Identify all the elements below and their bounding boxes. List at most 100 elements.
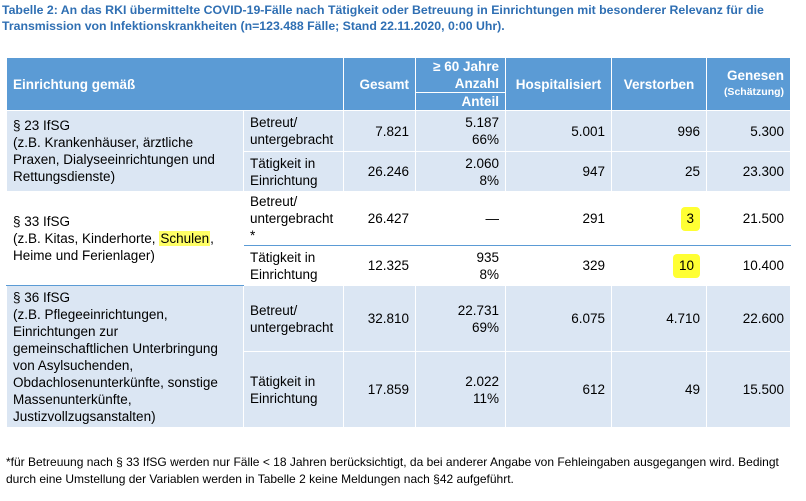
type-line: Tätigkeit in <box>250 249 316 265</box>
category-desc-line: Justizvollzugsanstalten) <box>13 408 156 424</box>
table-row: Tätigkeit in Einrichtung 12.325 935 8% 3… <box>7 245 792 286</box>
category-title: § 23 IfSG <box>13 118 71 133</box>
type-cell: Betreut/ untergebracht * <box>242 191 345 246</box>
type-line: Betreut/ <box>250 302 298 318</box>
verstorben-cell: 4.710 <box>611 285 708 352</box>
hospitalisiert-cell: 329 <box>505 245 613 286</box>
ab60-cell: 2.060 8% <box>415 151 507 192</box>
table-row: § 33 IfSG (z.B. Kitas, Kinderhorte, Schu… <box>6 191 792 286</box>
category-title: § 36 IfSG <box>13 289 71 305</box>
category-cell-33: § 33 IfSG (z.B. Kitas, Kinderhorte, Schu… <box>6 191 244 286</box>
type-cell: Betreut/ untergebracht <box>242 285 345 352</box>
header-genesen: Genesen (Schätzung) <box>706 57 792 111</box>
header-einrichtung: Einrichtung gemäß <box>5 57 345 111</box>
ab60-anteil: 66% <box>471 132 500 147</box>
type-line: untergebracht <box>250 211 334 226</box>
ab60-anteil: 69% <box>471 319 500 335</box>
ab60-anteil: 8% <box>479 172 500 188</box>
footnote-line-1: *für Betreuung nach § 33 IfSG werden nur… <box>6 455 779 469</box>
type-line: untergebracht <box>250 132 334 147</box>
ab60-cell: — <box>415 191 507 246</box>
table-row: § 23 IfSG (z.B. Krankenhäuser, ärztliche… <box>6 110 792 192</box>
gesamt-cell: 32.810 <box>343 285 417 352</box>
footnote: *für Betreuung nach § 33 IfSG werden nur… <box>6 454 806 488</box>
header-row-1: Einrichtung gemäß Gesamt ≥ 60 Jahre Anza… <box>5 57 792 111</box>
category-cell-23: § 23 IfSG (z.B. Krankenhäuser, ärztliche… <box>6 110 244 192</box>
type-cell: Betreut/ untergebracht <box>242 110 345 152</box>
category-desc-line: (z.B. Pflegeeinrichtungen, <box>13 306 168 322</box>
type-line: Betreut/ <box>250 115 298 130</box>
covid-cases-table: Einrichtung gemäß Gesamt ≥ 60 Jahre Anza… <box>5 57 792 428</box>
table-caption: Tabelle 2: An das RKI übermittelte COVID… <box>2 2 802 34</box>
table-row: Tätigkeit in Einrichtung 26.246 2.060 8%… <box>7 151 792 192</box>
verstorben-cell: 996 <box>611 110 708 152</box>
category-desc-line: gemeinschaftlichen Unterbringung <box>13 340 218 356</box>
type-line: * <box>250 228 256 243</box>
category-title: § 33 IfSG <box>13 214 71 229</box>
table-row: § 36 IfSG (z.B. Pflegeeinrichtungen, Ein… <box>6 285 792 428</box>
genesen-cell: 21.500 <box>706 191 792 246</box>
hospitalisiert-cell: 612 <box>505 351 613 428</box>
ab60-cell: 2.022 11% <box>415 351 507 428</box>
header-ab60-anzahl: Anzahl <box>454 76 500 91</box>
gesamt-cell: 17.859 <box>343 351 417 428</box>
category-desc-line: Heime und Ferienlager) <box>13 248 155 263</box>
ab60-cell: 935 8% <box>415 245 507 286</box>
hospitalisiert-cell: 5.001 <box>505 110 613 152</box>
table-row: Tätigkeit in Einrichtung 17.859 2.022 11… <box>7 351 792 428</box>
header-genesen-label: Genesen <box>726 68 785 83</box>
genesen-cell: 5.300 <box>706 110 792 152</box>
ab60-anteil: 11% <box>472 390 500 406</box>
category-desc-text: , <box>210 231 214 246</box>
category-desc-line: Einrichtungen zur <box>13 323 119 339</box>
header-ab60: ≥ 60 Jahre Anzahl <box>415 57 507 93</box>
gesamt-cell: 7.821 <box>343 110 417 152</box>
genesen-cell: 15.500 <box>706 351 792 428</box>
hospitalisiert-cell: 947 <box>505 151 613 192</box>
highlight-schulen: Schulen <box>159 231 211 246</box>
type-line: Einrichtung <box>250 390 318 406</box>
type-line: Einrichtung <box>250 266 318 282</box>
gesamt-cell: 12.325 <box>343 245 417 286</box>
ab60-anzahl: — <box>485 211 500 226</box>
ab60-anzahl: 5.187 <box>465 115 500 130</box>
ab60-anteil: 8% <box>479 266 500 282</box>
type-cell: Tätigkeit in Einrichtung <box>242 351 345 428</box>
caption-line-1: Tabelle 2: An das RKI übermittelte COVID… <box>2 3 764 17</box>
category-desc-line: Praxen, Dialyseeinrichtungen und <box>13 152 215 167</box>
highlight-verstorben: 3 <box>680 206 701 231</box>
category-desc-line: (z.B. Krankenhäuser, ärztliche <box>13 135 194 150</box>
highlight-verstorben: 10 <box>672 253 701 278</box>
category-desc-line: von Asylsuchenden, <box>13 357 134 373</box>
header-ab60-anteil: Anteil <box>415 92 507 111</box>
header-gesamt: Gesamt <box>343 57 417 111</box>
hospitalisiert-cell: 6.075 <box>505 285 613 352</box>
header-verstorben: Verstorben <box>611 57 708 111</box>
category-desc-line: (z.B. Kitas, Kinderhorte, Schulen, <box>13 230 237 247</box>
verstorben-cell: 49 <box>611 351 708 428</box>
caption-line-2: Transmission von Infektionskrankheiten (… <box>2 19 505 33</box>
header-row-2: Anteil <box>7 92 791 111</box>
type-line: untergebracht <box>250 319 334 335</box>
verstorben-cell: 25 <box>611 151 708 192</box>
ab60-anzahl: 935 <box>476 249 500 265</box>
gesamt-cell: 26.427 <box>343 191 417 246</box>
type-cell: Tätigkeit in Einrichtung <box>242 151 345 192</box>
type-line: Einrichtung <box>250 172 318 188</box>
genesen-cell: 22.600 <box>706 285 792 352</box>
hospitalisiert-cell: 291 <box>505 191 613 246</box>
header-genesen-sub: (Schätzung) <box>723 86 785 98</box>
header-ab60-label: ≥ 60 Jahre <box>433 59 500 74</box>
category-desc-line: Obdachlosenunterkünfte, sonstige <box>13 374 218 390</box>
ab60-anzahl: 22.731 <box>457 302 500 318</box>
category-cell-36: § 36 IfSG (z.B. Pflegeeinrichtungen, Ein… <box>6 285 244 428</box>
header-hospitalisiert: Hospitalisiert <box>505 57 613 111</box>
category-desc-line: Rettungsdienste) <box>13 169 116 184</box>
verstorben-cell: 10 <box>611 245 708 286</box>
ab60-cell: 22.731 69% <box>415 285 507 352</box>
type-line: Tätigkeit in <box>250 373 316 389</box>
gesamt-cell: 26.246 <box>343 151 417 192</box>
ab60-anzahl: 2.022 <box>465 373 500 389</box>
type-line: Tätigkeit in <box>250 155 316 171</box>
ab60-cell: 5.187 66% <box>415 110 507 152</box>
